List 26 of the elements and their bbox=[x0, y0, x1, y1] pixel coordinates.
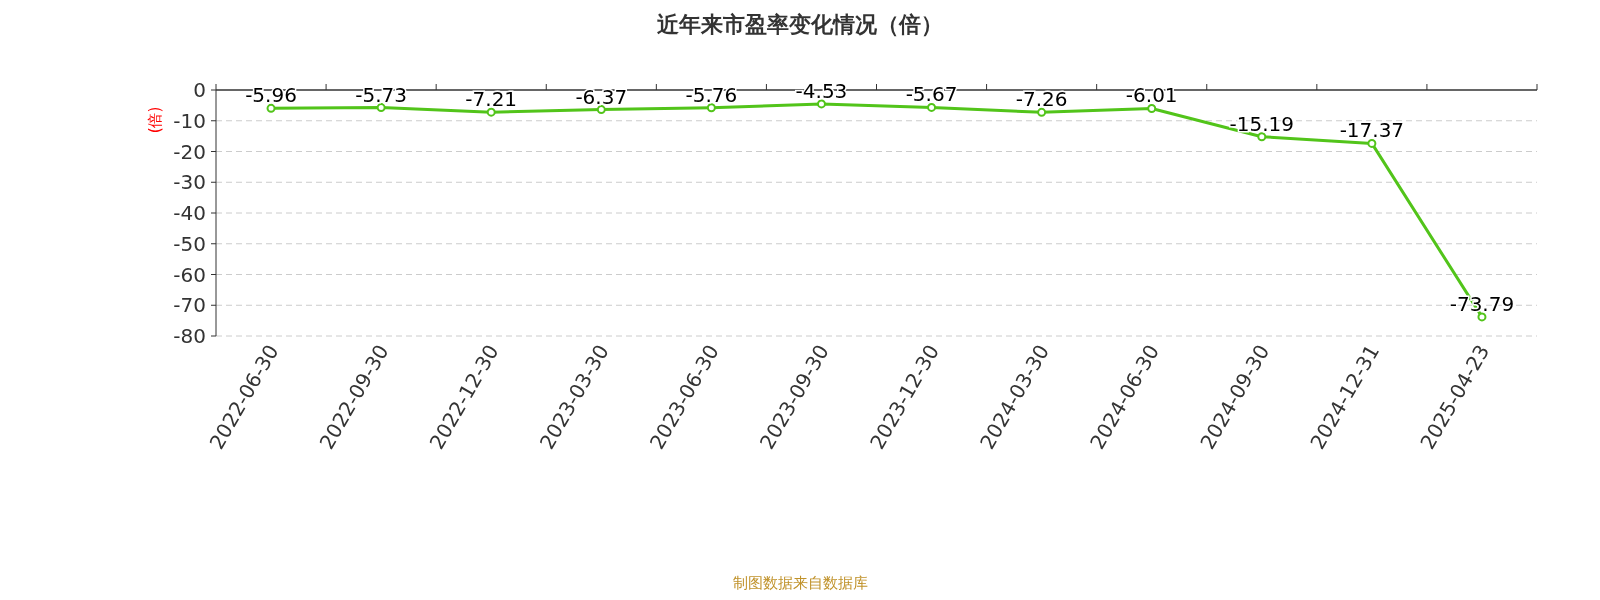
data-label: -5.96 bbox=[245, 83, 297, 108]
y-tick-label: -60 bbox=[173, 262, 206, 287]
point bbox=[1147, 103, 1157, 113]
y-tick-label: -20 bbox=[173, 139, 206, 164]
data-label: -6.37 bbox=[575, 84, 628, 109]
y-tick-label: -50 bbox=[173, 231, 206, 256]
data-label: -7.21 bbox=[465, 87, 518, 112]
y-tick-label: -80 bbox=[173, 324, 206, 348]
y-tick-label: -10 bbox=[173, 108, 206, 133]
point bbox=[1257, 132, 1267, 142]
data-label: -17.37 bbox=[1339, 118, 1405, 143]
point bbox=[596, 105, 606, 115]
point bbox=[1367, 138, 1377, 148]
text: 制图数据来自数据库 bbox=[732, 574, 868, 592]
y-tick-label: -70 bbox=[173, 293, 206, 318]
point bbox=[1037, 107, 1047, 117]
y-tick-label: 0 bbox=[193, 78, 206, 102]
point bbox=[486, 107, 496, 117]
data-label: -15.19 bbox=[1229, 111, 1295, 136]
data-label: -6.01 bbox=[1125, 83, 1178, 108]
y-tick-label: -40 bbox=[173, 201, 206, 225]
y-axis-title: (倍) bbox=[146, 106, 164, 134]
data-label: -7.26 bbox=[1015, 87, 1068, 112]
point bbox=[266, 103, 276, 113]
chart-title: 近年来市盈率变化情况（倍） bbox=[656, 12, 943, 37]
y-tick-label: -30 bbox=[173, 170, 206, 195]
